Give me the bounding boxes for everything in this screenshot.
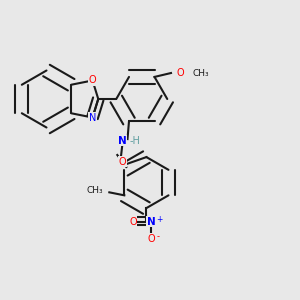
Text: CH₃: CH₃ xyxy=(193,68,209,77)
Text: -H: -H xyxy=(130,136,140,146)
Text: O: O xyxy=(177,68,184,78)
Text: N: N xyxy=(118,136,127,146)
Text: O: O xyxy=(147,234,155,244)
Text: CH₃: CH₃ xyxy=(87,186,103,195)
Text: O: O xyxy=(129,217,137,226)
Text: N: N xyxy=(89,112,96,122)
Text: O: O xyxy=(89,76,96,85)
Text: N: N xyxy=(146,217,155,226)
Text: -: - xyxy=(157,232,160,241)
Text: +: + xyxy=(156,215,162,224)
Text: O: O xyxy=(118,157,126,166)
